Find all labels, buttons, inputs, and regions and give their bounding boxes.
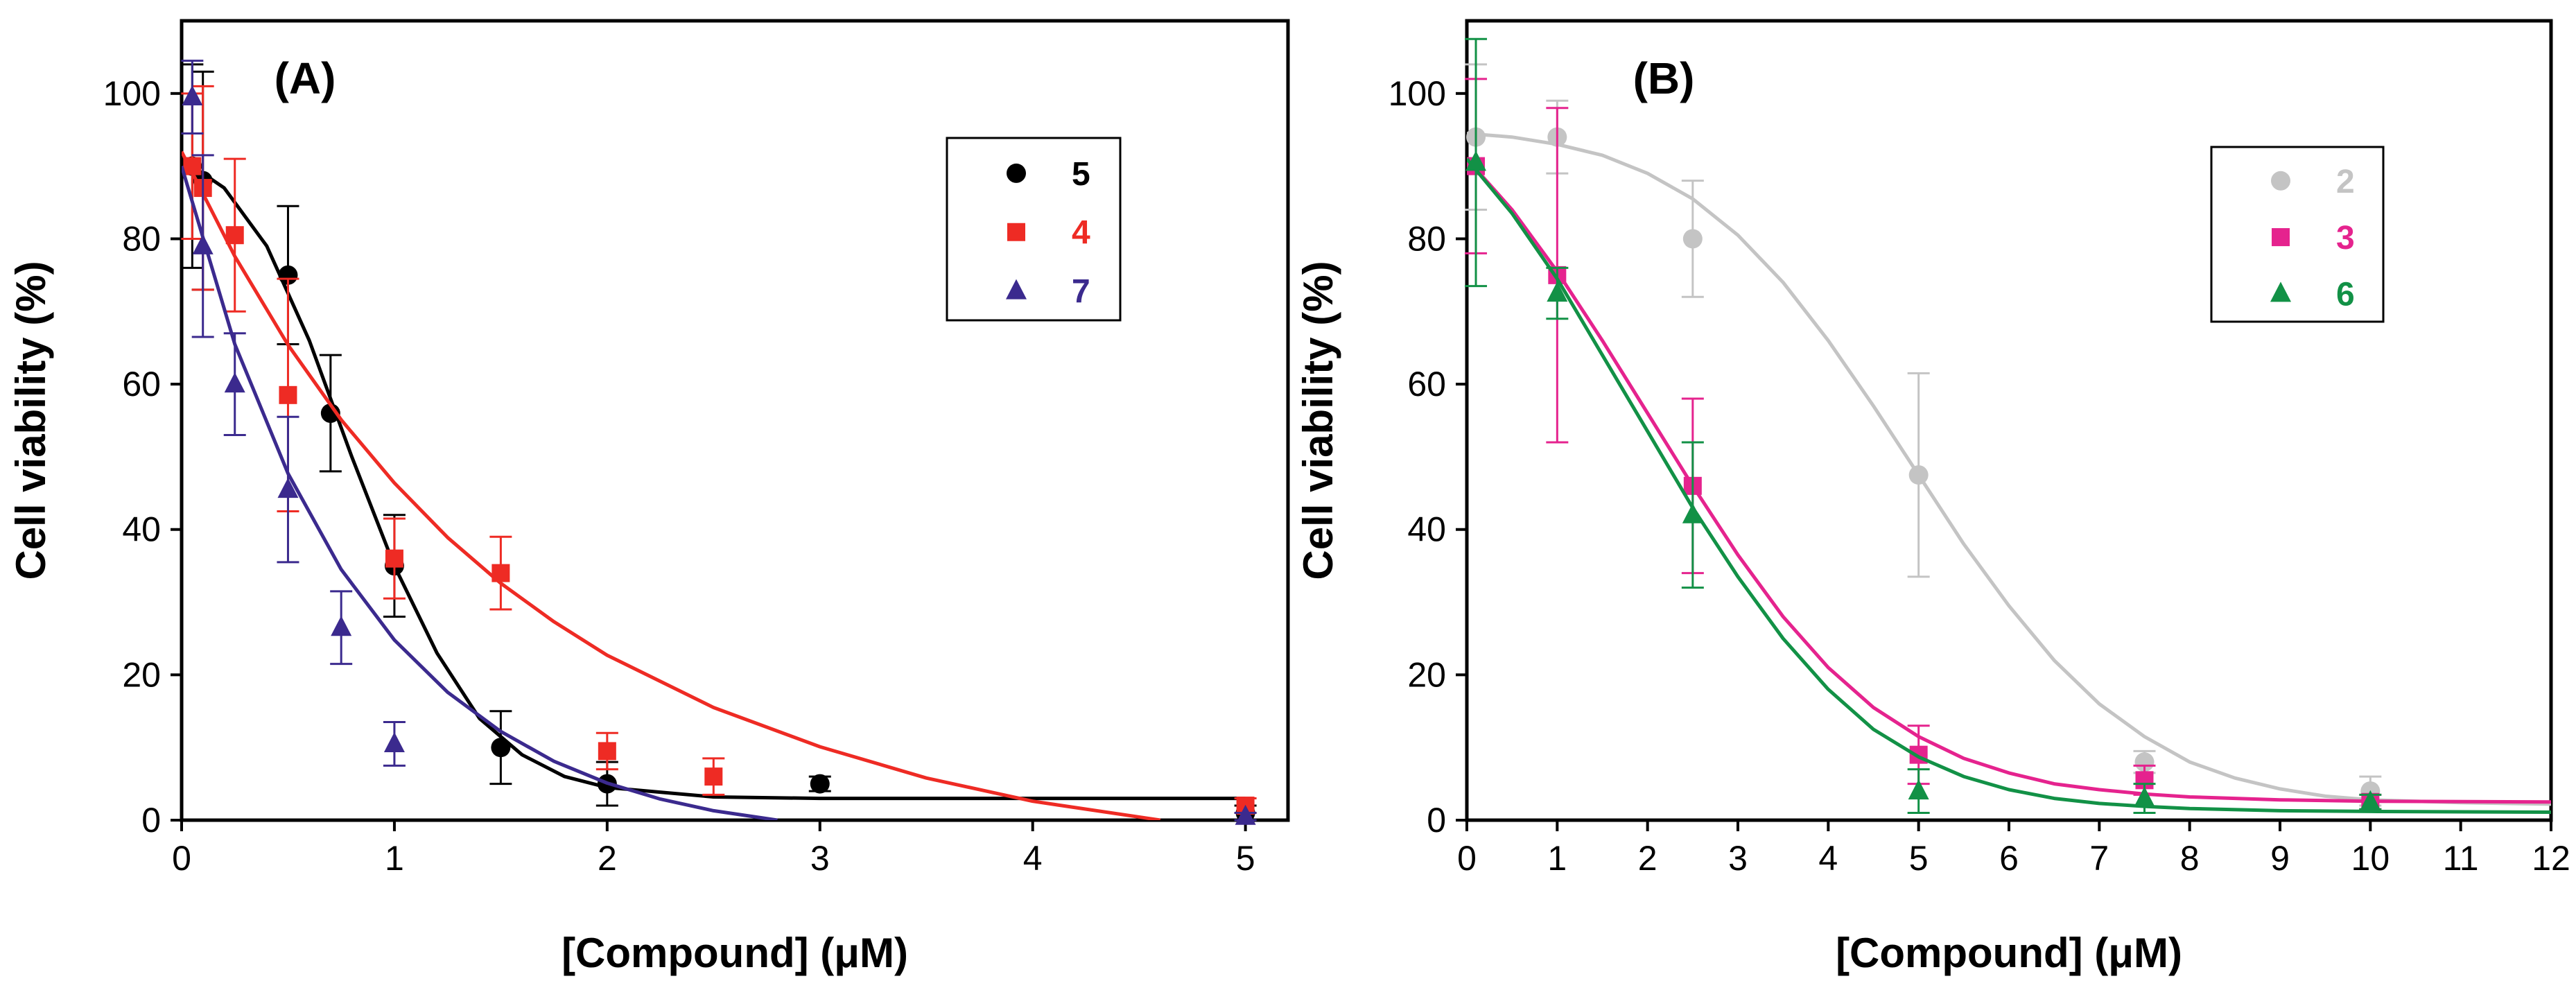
y-tick-label: 20 [122, 655, 161, 694]
x-tick-label: 7 [2089, 839, 2109, 878]
x-tick-label: 3 [1728, 839, 1748, 878]
y-tick-label: 80 [122, 219, 161, 258]
legend-marker [1006, 279, 1027, 299]
x-tick-label: 5 [1236, 839, 1255, 878]
data-point [183, 157, 202, 175]
plot-frame [180, 19, 1290, 822]
fit-curve [182, 150, 1161, 820]
data-point [2134, 786, 2155, 807]
data-point [1235, 804, 1256, 825]
legend-label: 4 [1072, 215, 1090, 252]
legend-marker [2270, 281, 2291, 302]
y-tick-label: 100 [103, 74, 161, 113]
x-tick-label: 4 [1818, 839, 1838, 878]
data-point [385, 549, 403, 568]
legend-marker [1007, 163, 1026, 183]
x-tick-label: 8 [2180, 839, 2200, 878]
legend-marker [2271, 171, 2290, 191]
x-tick-label: 2 [598, 839, 617, 878]
x-tick-label: 9 [2270, 839, 2290, 878]
data-point [277, 478, 299, 498]
panel-label: (A) [275, 53, 336, 103]
data-point [279, 385, 297, 404]
panel-a: 0 20 40 60 80 100 0 1 2 3 4 5 [Compound] (μM) Cell vi… [8, 19, 1290, 976]
x-axis-title: [Compound] (μM) [1836, 930, 2182, 976]
legend-label: 7 [1072, 274, 1090, 311]
series-2 [1465, 63, 2551, 807]
fit-curve [1467, 132, 2551, 806]
y-axis-title: Cell viability (%) [8, 261, 54, 580]
x-tick-label: 10 [2351, 839, 2390, 878]
series-6 [1465, 37, 2551, 815]
data-point [224, 372, 245, 393]
fit-curve [182, 165, 778, 820]
legend-marker [1007, 223, 1025, 241]
data-point [182, 85, 203, 106]
data-point [1682, 229, 1703, 249]
y-tick-label: 0 [1427, 801, 1446, 840]
data-point [2360, 790, 2381, 810]
data-point [704, 767, 723, 786]
data-point [225, 226, 244, 245]
legend: 5 4 7 [946, 137, 1122, 322]
y-tick-label: 60 [122, 365, 161, 403]
legend-label: 2 [2336, 164, 2355, 200]
x-tick-label: 0 [172, 839, 191, 878]
data-point [810, 774, 830, 794]
x-tick-label: 6 [1999, 839, 2019, 878]
series-3 [1465, 78, 2551, 811]
data-point [1908, 779, 1929, 800]
data-point [491, 738, 511, 758]
x-tick-label: 1 [385, 839, 404, 878]
fit-curve [1467, 157, 2551, 814]
data-point [320, 403, 340, 424]
y-tick-label: 20 [1407, 655, 1446, 694]
x-tick-label: 0 [1457, 839, 1477, 878]
legend-marker [2272, 228, 2290, 247]
x-tick-label: 3 [810, 839, 830, 878]
x-axis-title: [Compound] (μM) [562, 930, 908, 976]
y-tick-label: 60 [1407, 365, 1446, 403]
fit-curve [1467, 157, 2551, 804]
y-tick-label: 40 [122, 510, 161, 549]
y-tick-label: 80 [1407, 219, 1446, 258]
x-tick-label: 1 [1547, 839, 1567, 878]
legend-box [2210, 146, 2385, 323]
data-point [598, 742, 616, 761]
y-tick-label: 40 [1407, 510, 1446, 549]
legend-label: 3 [2336, 220, 2355, 257]
x-tick-label: 2 [1638, 839, 1657, 878]
data-point [383, 731, 405, 752]
data-point [1908, 465, 1929, 485]
x-tick-label: 12 [2532, 839, 2570, 878]
data-point [278, 265, 298, 285]
y-axis-title: Cell viability (%) [1295, 261, 1341, 580]
data-point [192, 234, 214, 254]
legend-label: 5 [1072, 156, 1090, 193]
data-point [491, 564, 510, 582]
data-point [331, 616, 352, 636]
legend: 2 3 6 [2210, 146, 2385, 323]
data-point [1547, 281, 1568, 302]
legend-label: 6 [2336, 276, 2355, 313]
legend-box [946, 137, 1122, 322]
y-tick-label: 100 [1389, 74, 1446, 113]
data-point [1682, 503, 1703, 523]
x-tick-label: 11 [2443, 839, 2479, 878]
x-tick-label: 4 [1023, 839, 1043, 878]
panel-label: (B) [1633, 53, 1695, 103]
plot-frame [1465, 19, 2553, 822]
series-7 [181, 60, 1257, 825]
data-point [1465, 150, 1487, 171]
y-tick-label: 0 [141, 801, 161, 840]
data-point [2134, 752, 2155, 772]
x-tick-label: 5 [1909, 839, 1929, 878]
